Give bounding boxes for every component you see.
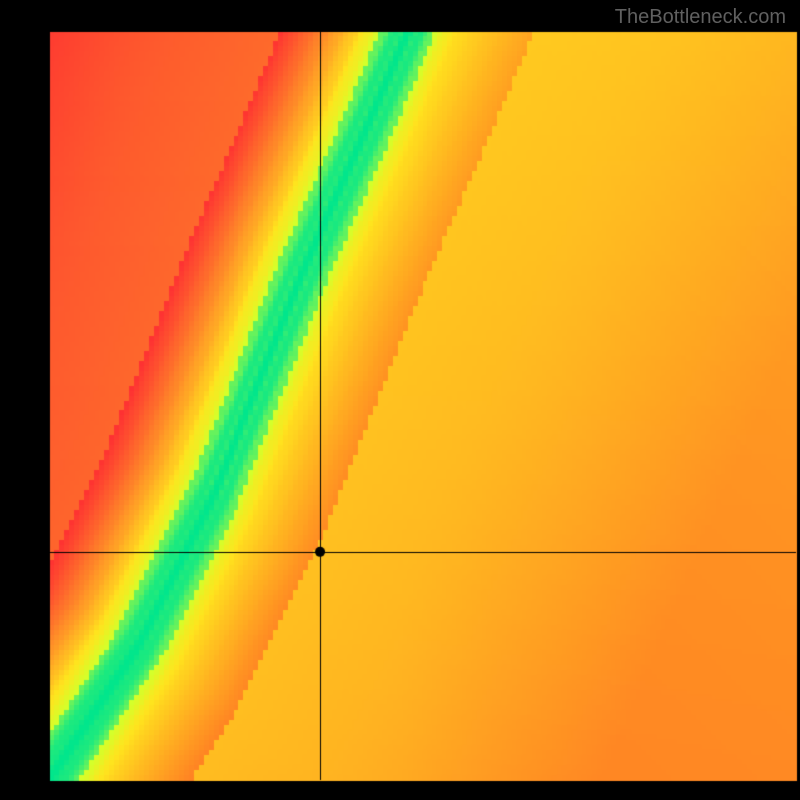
chart-container: TheBottleneck.com: [0, 0, 800, 800]
heatmap-canvas: [0, 0, 800, 800]
watermark-text: TheBottleneck.com: [615, 6, 786, 29]
